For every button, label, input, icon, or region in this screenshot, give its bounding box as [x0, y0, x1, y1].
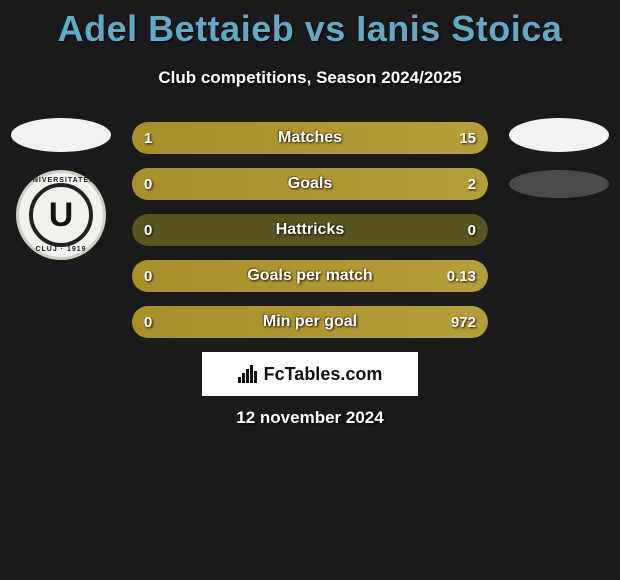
player-left-column: UNIVERSITATEA U CLUJ · 1919: [6, 118, 116, 260]
stat-row: 00.13Goals per match: [132, 260, 488, 292]
page-title: Adel Bettaieb vs Ianis Stoica: [0, 0, 620, 50]
stat-label: Min per goal: [132, 306, 488, 338]
stat-row: 00Hattricks: [132, 214, 488, 246]
player-right-club-placeholder: [509, 170, 609, 198]
stat-row: 0972Min per goal: [132, 306, 488, 338]
club-text-bottom: CLUJ · 1919: [35, 246, 86, 253]
stat-label: Goals per match: [132, 260, 488, 292]
stat-row: 115Matches: [132, 122, 488, 154]
player-right-photo-placeholder: [509, 118, 609, 152]
date-text: 12 november 2024: [0, 408, 620, 428]
bar-chart-icon: [238, 365, 260, 383]
player-left-club-badge: UNIVERSITATEA U CLUJ · 1919: [16, 170, 106, 260]
player-right-column: [504, 118, 614, 198]
stat-label: Goals: [132, 168, 488, 200]
stat-row: 02Goals: [132, 168, 488, 200]
stat-label: Hattricks: [132, 214, 488, 246]
stats-container: 115Matches 02Goals 00Hattricks 00.13Goals p…: [132, 122, 488, 338]
club-letter: U: [29, 183, 93, 247]
brand-box: FcTables.com: [202, 352, 418, 396]
stat-label: Matches: [132, 122, 488, 154]
brand-text: FcTables.com: [264, 364, 383, 385]
subtitle: Club competitions, Season 2024/2025: [0, 68, 620, 88]
player-left-photo-placeholder: [11, 118, 111, 152]
